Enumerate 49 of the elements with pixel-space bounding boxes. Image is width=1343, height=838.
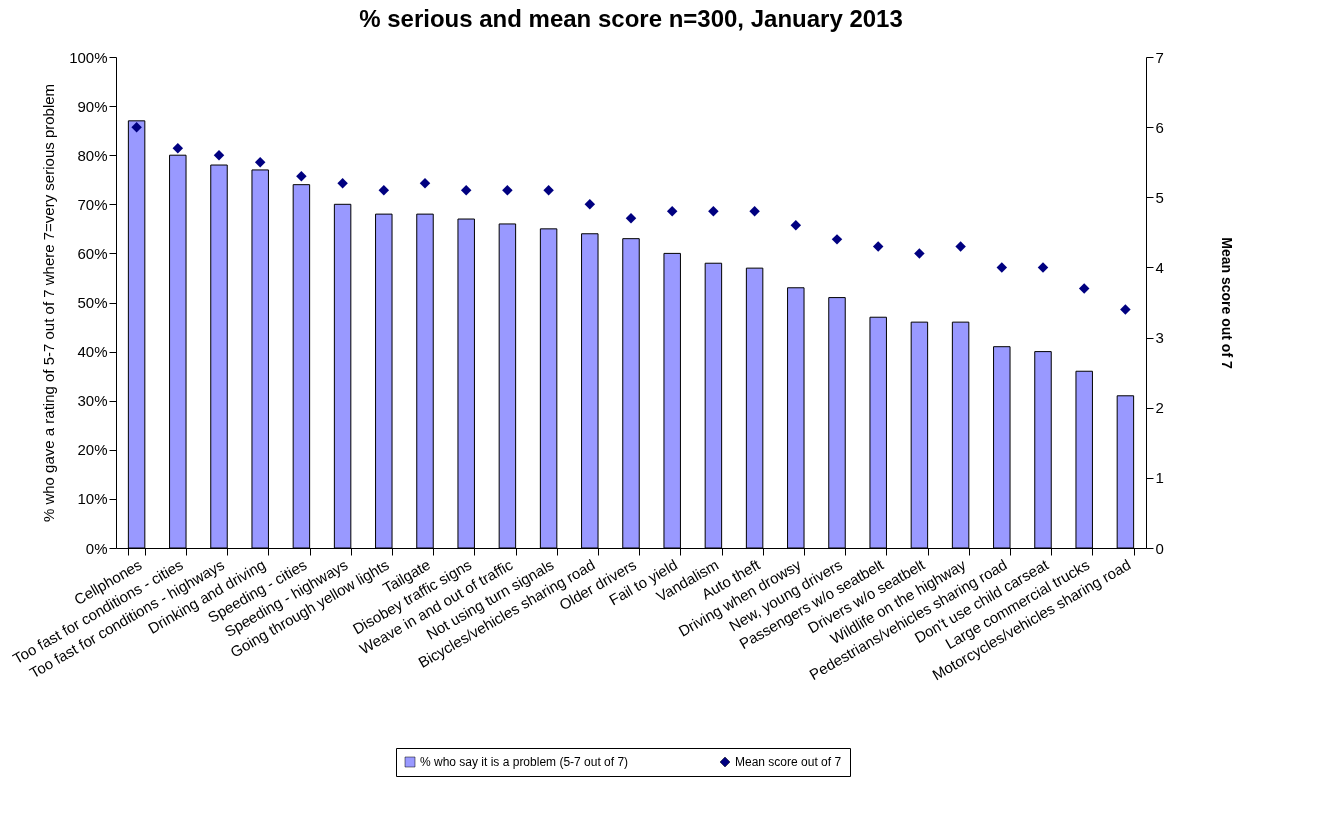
- point: [543, 185, 554, 196]
- y-tick-label: 20%: [77, 441, 108, 459]
- y-tick-label: 60%: [77, 244, 108, 262]
- y2-tick-label: 1: [1155, 469, 1164, 487]
- point: [213, 149, 225, 161]
- y2-tick-label: 2: [1155, 399, 1164, 417]
- point: [955, 241, 966, 252]
- point: [749, 206, 760, 217]
- point: [502, 185, 513, 196]
- point: [584, 199, 596, 210]
- point: [708, 206, 719, 217]
- point: [131, 121, 142, 133]
- y2-tick-label: 3: [1155, 329, 1164, 347]
- y-axis-title: % who gave a rating of 5-7 out of 7 where 7=very serious problem: [40, 83, 58, 523]
- point: [872, 241, 884, 252]
- y2-tick-label: 5: [1155, 188, 1164, 206]
- legend-label: % who say it is a problem (5-7 out of 7): [420, 755, 629, 769]
- legend-label: Mean score out of 7: [735, 755, 842, 769]
- y-tick-label: 40%: [77, 343, 108, 361]
- point: [625, 213, 637, 224]
- chart-title: % serious and mean score n=300, January 2013: [359, 5, 903, 32]
- y-tick-label: 30%: [77, 392, 108, 410]
- point: [1120, 304, 1131, 315]
- point: [254, 156, 266, 168]
- y-tick-label: 90%: [77, 97, 108, 115]
- point: [419, 178, 431, 189]
- y2-axis-title: Mean score out of 7: [1218, 237, 1235, 369]
- y-tick-label: 10%: [77, 490, 108, 508]
- point: [1078, 283, 1090, 294]
- y2-tick-label: 7: [1155, 48, 1164, 66]
- point: [831, 234, 843, 245]
- point: [172, 142, 184, 154]
- y-tick-label: 50%: [77, 294, 108, 311]
- y2-tick-label: 6: [1155, 118, 1164, 136]
- y-tick-label: 0%: [85, 539, 108, 557]
- y2-tick-label: 0: [1155, 539, 1164, 557]
- point: [460, 185, 472, 196]
- point: [666, 206, 678, 217]
- y-tick-label: 80%: [77, 146, 108, 164]
- point: [790, 220, 802, 231]
- point: [914, 248, 925, 259]
- y2-tick-label: 4: [1155, 258, 1164, 276]
- y-tick-label: 70%: [77, 195, 108, 213]
- point: [378, 185, 390, 196]
- point: [996, 262, 1008, 273]
- point: [296, 171, 307, 182]
- point: [337, 178, 348, 189]
- y-tick-label: 100%: [69, 48, 108, 66]
- point: [1037, 262, 1049, 273]
